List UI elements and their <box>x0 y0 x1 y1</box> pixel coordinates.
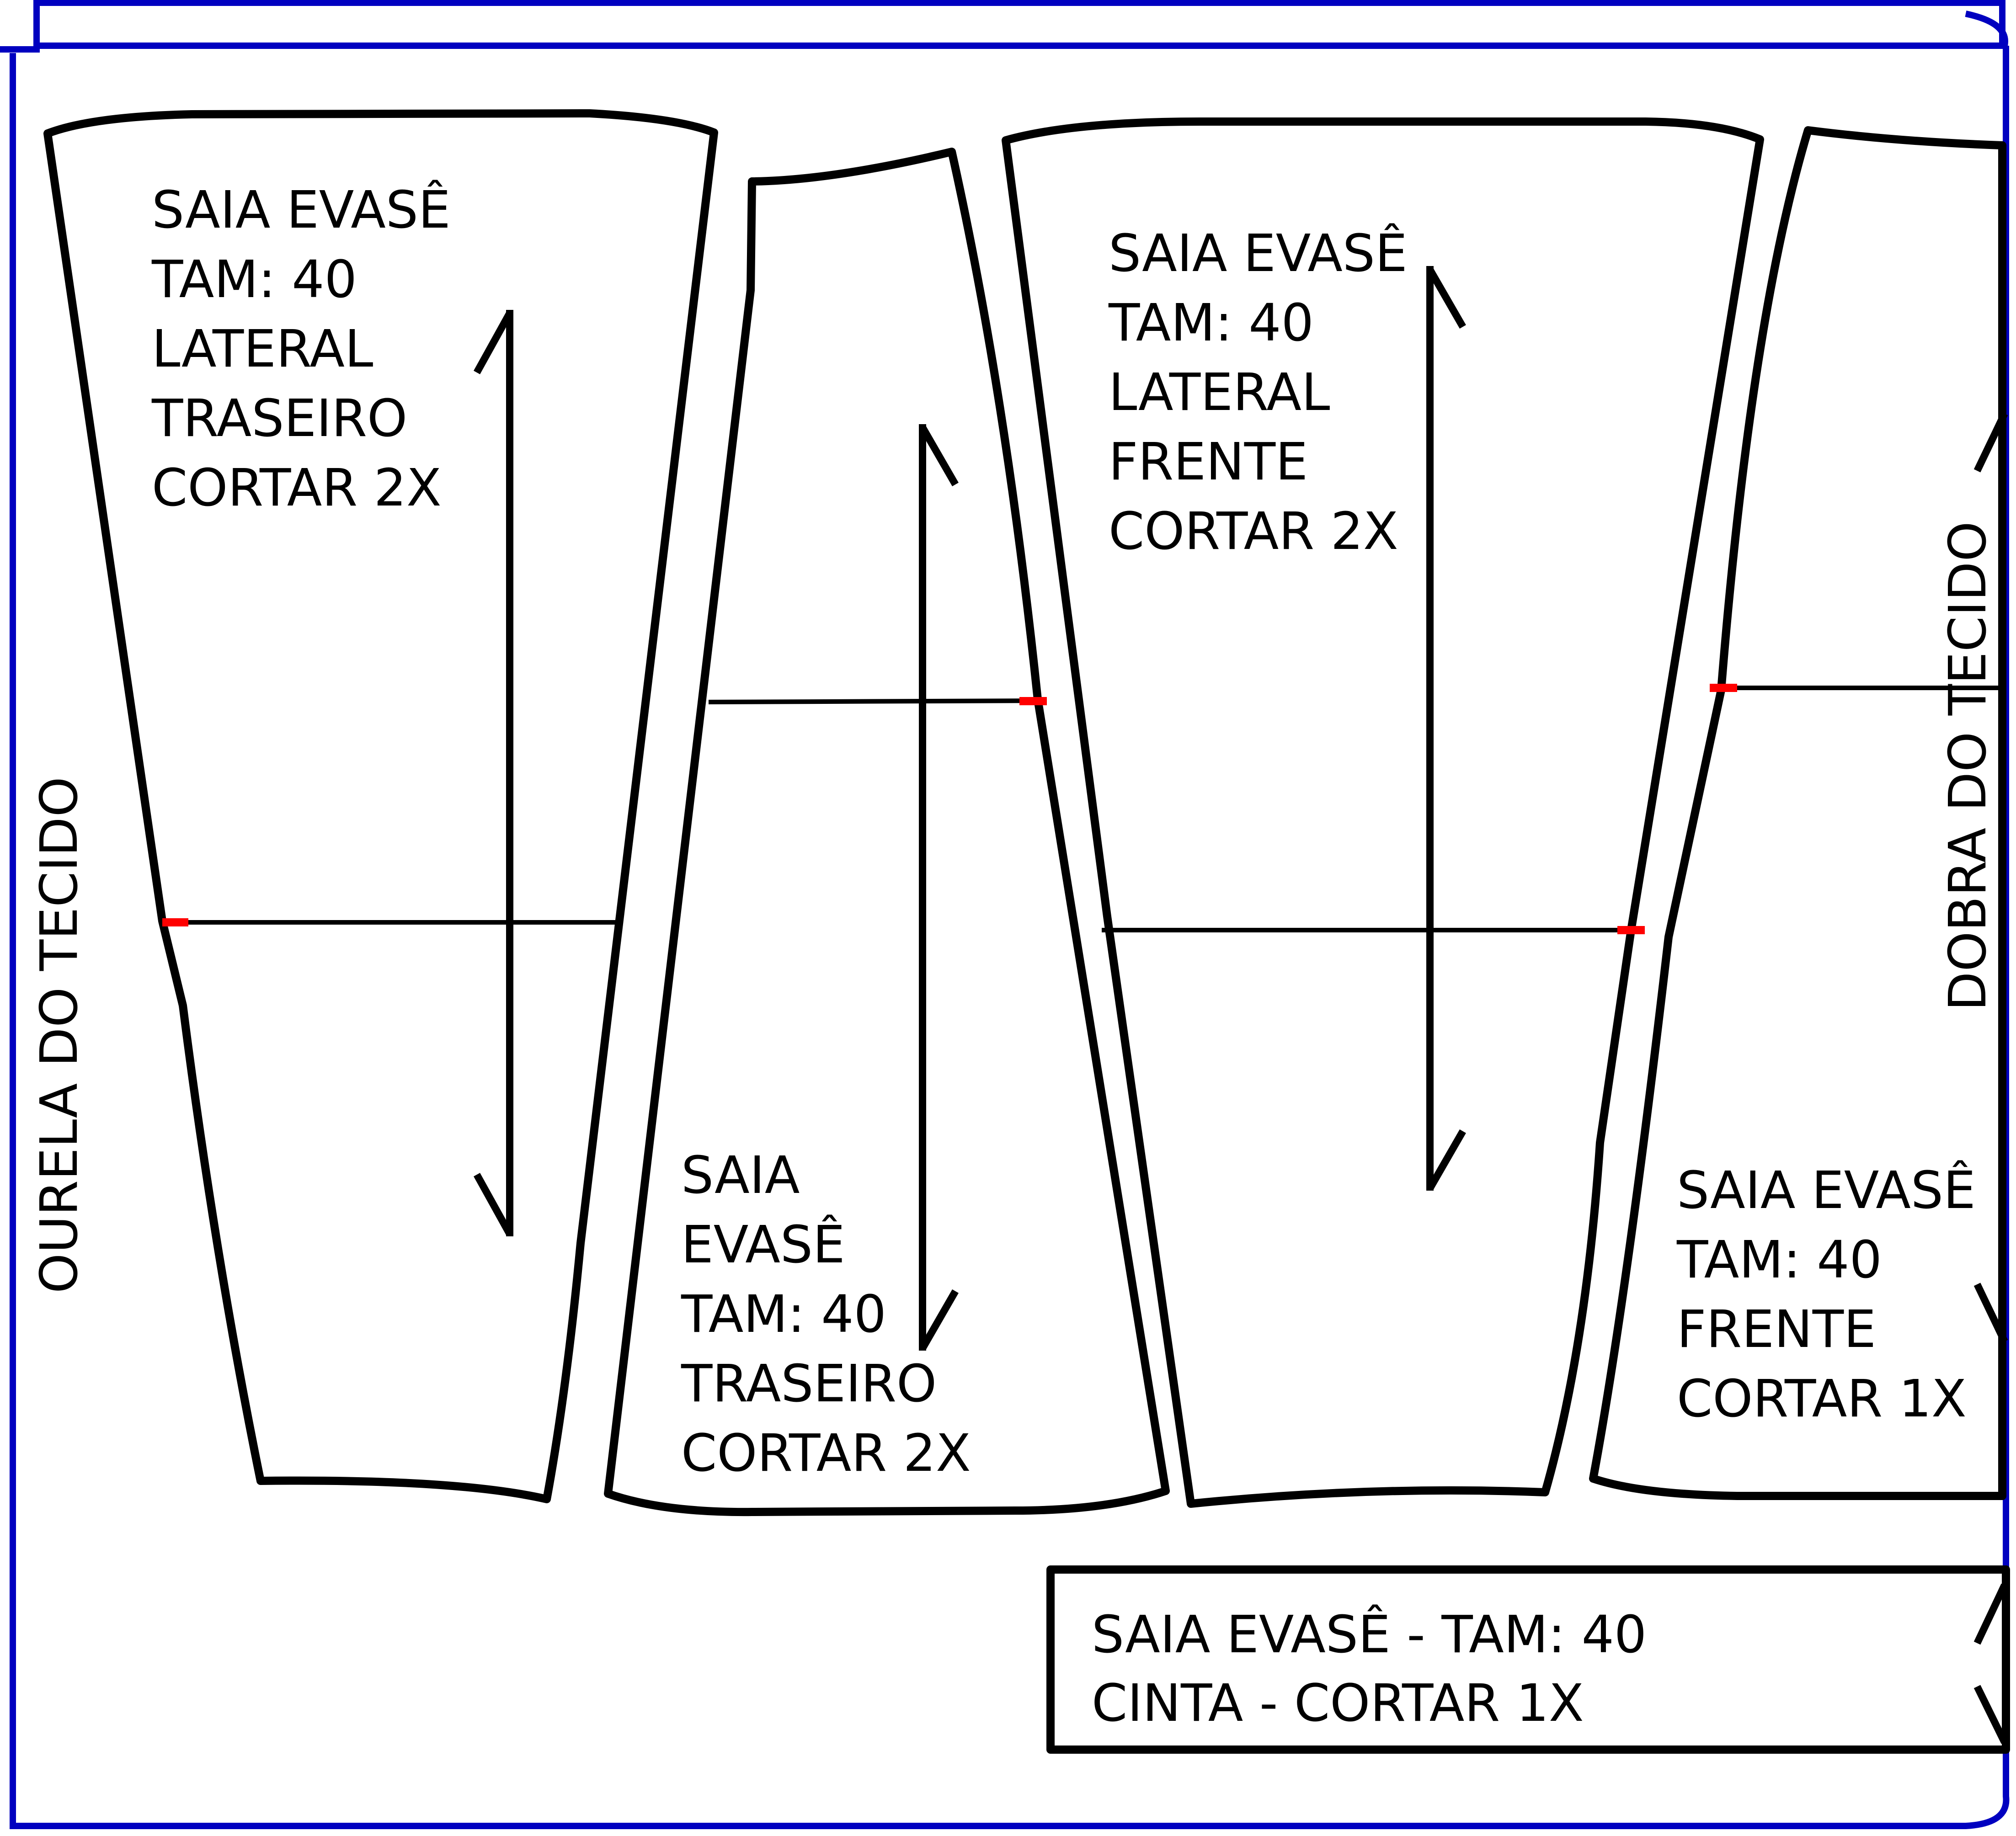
label-line: LATERAL <box>1109 363 1330 422</box>
label-line: TAM: 40 <box>1676 1230 1882 1290</box>
label-line: EVASÊ <box>681 1214 845 1275</box>
piece-traseiro-label: SAIA EVASÊ TAM: 40 TRASEIRO CORTAR 2X <box>681 1146 971 1483</box>
fabric-top-right-curl <box>1965 11 2008 47</box>
piece-lateral-frente-label: SAIA EVASÊ TAM: 40 LATERAL FRENTE CORTAR… <box>1108 223 1424 561</box>
label-line: FRENTE <box>1109 432 1308 492</box>
label-line: TRASEIRO <box>681 1354 937 1414</box>
fabric-roll-top <box>33 0 2005 49</box>
label-line: CORTAR 2X <box>681 1424 971 1483</box>
piece-lateral-traseiro-outline <box>43 109 718 1503</box>
grainline-arrowhead-bottom <box>1973 1685 2008 1744</box>
piece-cinta: SAIA EVASÊ - TAM: 40 CINTA - CORTAR 1X <box>1046 1565 2010 1754</box>
label-line: CORTAR 2X <box>1109 502 1398 561</box>
grainline-arrowhead-bottom <box>1973 1283 2008 1343</box>
piece-traseiro: SAIA EVASÊ TAM: 40 TRASEIRO CORTAR 2X <box>604 148 1170 1517</box>
grainline-arrowhead-top <box>1427 268 1466 329</box>
grainline-arrowhead-bottom <box>1427 1129 1466 1190</box>
label-line: TAM: 40 <box>1108 293 1314 353</box>
label-line: TAM: 40 <box>681 1285 886 1344</box>
grainline-arrowhead-top <box>474 311 513 374</box>
piece-lateral-traseiro-label: SAIA EVASÊ TAM: 40 LATERAL TRASEIRO CORT… <box>151 180 467 518</box>
grainline-arrowhead-bottom <box>474 1173 513 1236</box>
piece-cinta-label: SAIA EVASÊ - TAM: 40 CINTA - CORTAR 1X <box>1092 1604 1663 1733</box>
fabric-top-left-edge <box>0 46 40 53</box>
hip-line <box>708 698 1045 704</box>
piece-frente: SAIA EVASÊ TAM: 40 FRENTE CORTAR 1X <box>1589 126 2008 1500</box>
piece-traseiro-outline <box>604 148 1170 1517</box>
piece-lateral-frente: SAIA EVASÊ TAM: 40 LATERAL FRENTE CORTAR… <box>1002 117 1764 1508</box>
fold-label: DOBRA DO TECIDO <box>1938 521 1998 1011</box>
piece-lateral-frente-outline <box>1002 117 1764 1508</box>
grainline-arrowhead-top <box>1973 412 2008 473</box>
label-line: TRASEIRO <box>151 389 407 448</box>
piece-frente-label: SAIA EVASÊ TAM: 40 FRENTE CORTAR 1X <box>1676 1160 1992 1429</box>
label-line: SAIA <box>681 1146 800 1205</box>
label-line: TAM: 40 <box>151 250 357 309</box>
grainline-arrowhead-bottom <box>919 1289 959 1350</box>
piece-frente-outline <box>1589 126 2006 1500</box>
piece-lateral-traseiro: SAIA EVASÊ TAM: 40 LATERAL TRASEIRO CORT… <box>43 109 718 1503</box>
label-line: CORTAR 2X <box>152 458 442 518</box>
label-line: SAIA EVASÊ - TAM: 40 <box>1092 1604 1647 1665</box>
fabric-outline <box>10 46 2010 1829</box>
label-line: CINTA - CORTAR 1X <box>1092 1674 1584 1733</box>
label-line: SAIA EVASÊ <box>1109 223 1408 283</box>
piece-cinta-outline <box>1046 1565 2010 1754</box>
label-line: SAIA EVASÊ <box>152 180 451 240</box>
selvage-label: OURELA DO TECIDO <box>30 777 89 1293</box>
label-line: CORTAR 1X <box>1677 1369 1967 1429</box>
label-line: SAIA EVASÊ <box>1677 1160 1976 1220</box>
grainline-arrowhead-top <box>919 426 959 486</box>
label-line: LATERAL <box>152 319 373 379</box>
label-line: FRENTE <box>1677 1300 1876 1359</box>
grainline-arrowhead-top <box>1973 1583 2008 1645</box>
